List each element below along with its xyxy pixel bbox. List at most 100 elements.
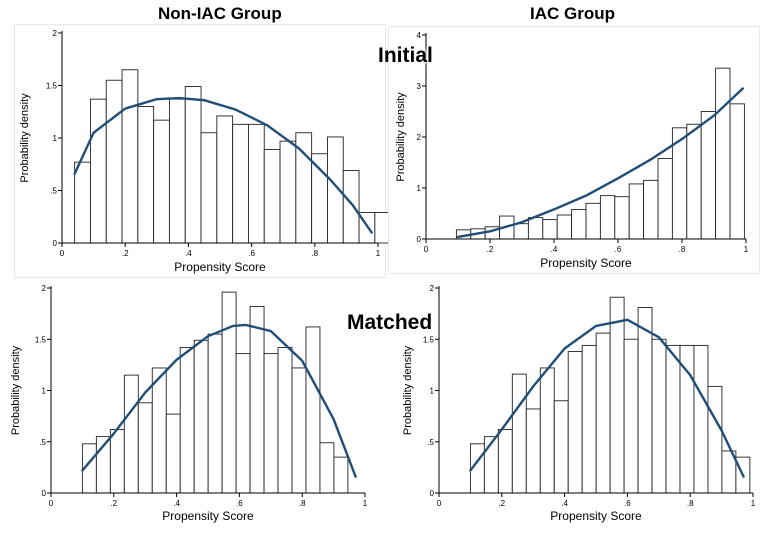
histogram-bar xyxy=(123,374,139,494)
y-tick-label: 1.5 xyxy=(423,335,435,344)
y-tick-label: .5 xyxy=(39,438,46,447)
x-tick-label: 1 xyxy=(744,245,749,254)
x-axis-title: Propensity Score xyxy=(174,260,266,274)
histogram-bar xyxy=(599,195,616,240)
histogram-bar xyxy=(542,219,558,240)
histogram-bar xyxy=(609,296,625,494)
y-axis-title: Probability density xyxy=(19,93,31,183)
y-tick-label: 3 xyxy=(417,82,422,91)
y-tick-label: .5 xyxy=(427,438,434,447)
histogram-bar xyxy=(497,428,513,494)
x-tick-label: .4 xyxy=(185,249,192,258)
y-tick-label: 1.5 xyxy=(35,335,47,344)
histogram-bar xyxy=(151,367,167,494)
histogram-bar xyxy=(153,119,170,244)
histogram-bar xyxy=(193,339,209,494)
histogram-bar xyxy=(657,157,673,240)
histogram-bar xyxy=(247,123,265,244)
histogram-bar xyxy=(623,338,639,494)
x-axis-title: Propensity Score xyxy=(162,509,254,523)
row-label-initial: Initial xyxy=(378,44,433,67)
x-tick-label: 1 xyxy=(376,249,381,258)
histogram-bar xyxy=(207,333,223,494)
histogram-bar xyxy=(89,98,107,244)
x-tick-label: 0 xyxy=(424,245,429,254)
histogram-bar xyxy=(279,140,297,244)
histogram-bar xyxy=(614,196,630,240)
histogram-bar xyxy=(263,149,281,244)
x-axis-title: Propensity Score xyxy=(550,509,642,523)
y-tick-label: 0 xyxy=(430,489,435,498)
row-label-matched: Matched xyxy=(347,311,433,334)
histogram-bar xyxy=(121,69,139,244)
chart-panel-initial-non-iac: 0 .5 1 1.5 2 0 .2 .4 .6 .8 1 Propensity Score Probab… xyxy=(14,24,392,278)
x-tick-label: .8 xyxy=(299,499,306,508)
fitted-density-curve xyxy=(73,96,373,234)
x-tick-label: 0 xyxy=(60,249,65,258)
histogram-bar xyxy=(235,353,251,494)
histogram-initial-non-iac: 0 .5 1 1.5 2 0 .2 .4 .6 .8 1 Propensity Score Probab… xyxy=(19,29,392,274)
y-tick-label: 1 xyxy=(430,387,435,396)
column-title-iac: IAC Group xyxy=(530,4,615,23)
chart-panel-matched-iac: 0 .5 1 1.5 2 0 .2 .4 .6 .8 1 Propensity Score Probab… xyxy=(392,280,768,530)
histogram-bar xyxy=(291,367,307,494)
x-tick-label: 0 xyxy=(437,499,442,508)
histogram-bar xyxy=(729,103,745,240)
histogram-bar xyxy=(556,214,573,240)
histogram-bar xyxy=(109,428,125,494)
histogram-bar xyxy=(628,183,645,240)
histogram-bar xyxy=(571,208,587,240)
x-tick-label: .6 xyxy=(615,245,622,254)
histogram-bar xyxy=(232,123,249,244)
chart-panel-initial-iac: 0 1 2 3 4 0 .2 .4 .6 .8 1 Propensity Score Probabili… xyxy=(388,26,760,274)
x-tick-label: .6 xyxy=(236,499,243,508)
histogram-bar xyxy=(200,132,218,244)
x-tick-label: .4 xyxy=(551,245,558,254)
histogram-bar xyxy=(179,346,195,494)
histogram-bar xyxy=(137,402,153,494)
histogram-bar xyxy=(567,351,583,494)
histogram-bar xyxy=(651,338,667,494)
histogram-bar xyxy=(525,408,541,494)
histogram-bar xyxy=(342,170,360,244)
x-tick-label: .2 xyxy=(122,249,129,258)
x-tick-label: .2 xyxy=(487,245,494,254)
x-tick-label: .2 xyxy=(498,499,505,508)
x-tick-label: .8 xyxy=(679,245,686,254)
y-axis-title: Probability density xyxy=(395,92,407,182)
histogram-bar xyxy=(184,86,202,244)
y-tick-label: 1 xyxy=(417,184,422,193)
x-tick-label: .6 xyxy=(248,249,255,258)
y-tick-label: 0 xyxy=(53,239,58,248)
histogram-bar xyxy=(585,202,601,240)
histogram-initial-iac: 0 1 2 3 4 0 .2 .4 .6 .8 1 Propensity Score Probabili… xyxy=(395,31,749,270)
y-tick-label: 2 xyxy=(430,284,435,293)
x-tick-label: .2 xyxy=(110,499,117,508)
x-axis-title: Propensity Score xyxy=(540,256,632,270)
histogram-bar xyxy=(539,367,555,494)
y-tick-label: 2 xyxy=(42,284,47,293)
histogram-bar xyxy=(263,353,279,494)
histogram-bar xyxy=(679,344,695,494)
y-tick-label: 2 xyxy=(417,133,422,142)
column-title-non-iac: Non-IAC Group xyxy=(158,4,282,23)
histogram-bar xyxy=(595,332,611,494)
y-tick-label: 0 xyxy=(42,489,47,498)
x-tick-label: 1 xyxy=(363,499,368,508)
histogram-bar xyxy=(221,291,237,494)
x-tick-label: 1 xyxy=(751,499,756,508)
x-tick-label: .4 xyxy=(561,499,568,508)
histogram-bar xyxy=(168,98,186,244)
histogram-bar xyxy=(511,373,527,494)
histogram-bar xyxy=(643,179,659,240)
histogram-bar xyxy=(553,400,569,494)
histogram-bar xyxy=(137,106,155,244)
fitted-density-curve xyxy=(456,87,744,239)
y-tick-label: 0 xyxy=(417,235,422,244)
y-tick-label: 1.5 xyxy=(46,82,58,91)
y-tick-label: 1 xyxy=(53,134,58,143)
histogram-bar xyxy=(165,413,181,494)
histogram-bar xyxy=(513,223,529,240)
histogram-bar xyxy=(319,442,335,494)
x-tick-label: .8 xyxy=(687,499,694,508)
